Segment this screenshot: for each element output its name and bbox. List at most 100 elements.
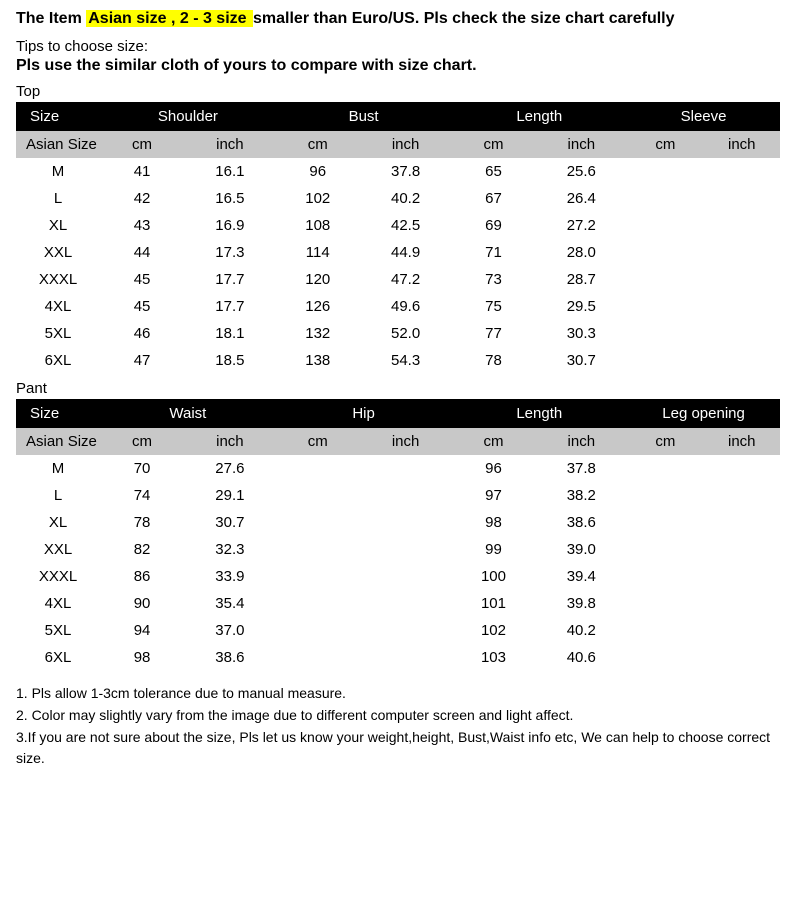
value-cell [360,536,452,563]
size-cell: 5XL [16,320,100,347]
value-cell: 54.3 [360,347,452,374]
size-cell: XXXL [16,266,100,293]
value-cell: 75 [451,293,535,320]
value-cell: 98 [100,644,184,671]
value-cell: 78 [451,347,535,374]
table-header-row: Size Shoulder Bust Length Sleeve [16,102,780,131]
warning-prefix: The Item [16,10,82,27]
value-cell: 100 [451,563,535,590]
table-row: L4216.510240.26726.4 [16,185,780,212]
value-cell: 17.7 [184,293,276,320]
value-cell [276,590,360,617]
table-row: L7429.19738.2 [16,482,780,509]
table-row: 5XL9437.010240.2 [16,617,780,644]
value-cell: 29.5 [535,293,627,320]
value-cell [704,644,780,671]
value-cell: 69 [451,212,535,239]
value-cell: 90 [100,590,184,617]
value-cell: 30.7 [535,347,627,374]
value-cell [627,482,703,509]
table-units-row: Asian Size cm inch cm inch cm inch cm in… [16,131,780,158]
value-cell [704,320,780,347]
value-cell [276,644,360,671]
value-cell: 71 [451,239,535,266]
value-cell [360,563,452,590]
tips-label: Tips to choose size: [16,38,780,55]
value-cell: 77 [451,320,535,347]
unit-cm: cm [276,131,360,158]
value-cell [276,482,360,509]
value-cell [704,509,780,536]
size-cell: XL [16,212,100,239]
table-units-row: Asian Size cm inch cm inch cm inch cm in… [16,428,780,455]
unit-inch: inch [704,428,780,455]
value-cell: 28.7 [535,266,627,293]
value-cell: 27.6 [184,455,276,482]
value-cell [704,482,780,509]
value-cell: 138 [276,347,360,374]
value-cell: 38.2 [535,482,627,509]
value-cell [704,536,780,563]
value-cell [360,644,452,671]
value-cell: 43 [100,212,184,239]
size-cell: L [16,482,100,509]
table-row: 4XL4517.712649.67529.5 [16,293,780,320]
value-cell [704,212,780,239]
value-cell [627,617,703,644]
size-cell: 4XL [16,590,100,617]
value-cell: 39.8 [535,590,627,617]
value-cell: 47.2 [360,266,452,293]
value-cell: 96 [276,158,360,185]
warning-suffix: smaller than Euro/US. Pls check the size… [253,10,675,27]
value-cell: 94 [100,617,184,644]
unit-cm: cm [451,131,535,158]
table-row: XXXL4517.712047.27328.7 [16,266,780,293]
value-cell: 101 [451,590,535,617]
value-cell [704,347,780,374]
size-cell: L [16,185,100,212]
unit-cm: cm [627,428,703,455]
value-cell [360,455,452,482]
size-warning: The Item Asian size , 2 - 3 size smaller… [16,10,780,28]
value-cell: 47 [100,347,184,374]
value-cell: 120 [276,266,360,293]
value-cell [704,266,780,293]
pant-size-table: Size Waist Hip Length Leg opening Asian … [16,399,780,671]
value-cell: 67 [451,185,535,212]
col-hip: Hip [276,399,452,428]
value-cell [627,590,703,617]
size-cell: M [16,455,100,482]
value-cell [704,617,780,644]
value-cell: 33.9 [184,563,276,590]
table-row: 5XL4618.113252.07730.3 [16,320,780,347]
value-cell: 126 [276,293,360,320]
value-cell [276,509,360,536]
unit-inch: inch [184,131,276,158]
value-cell [627,563,703,590]
col-bust: Bust [276,102,452,131]
table-row: 6XL4718.513854.37830.7 [16,347,780,374]
value-cell: 18.1 [184,320,276,347]
value-cell [627,347,703,374]
top-section-label: Top [16,83,780,100]
value-cell [704,563,780,590]
value-cell: 38.6 [184,644,276,671]
value-cell [627,266,703,293]
value-cell: 25.6 [535,158,627,185]
value-cell: 16.5 [184,185,276,212]
value-cell: 103 [451,644,535,671]
value-cell: 28.0 [535,239,627,266]
table-row: XXL4417.311444.97128.0 [16,239,780,266]
value-cell: 30.3 [535,320,627,347]
unit-inch: inch [360,428,452,455]
value-cell: 37.0 [184,617,276,644]
table-row: XXL8232.39939.0 [16,536,780,563]
value-cell: 40.6 [535,644,627,671]
value-cell: 32.3 [184,536,276,563]
value-cell [627,158,703,185]
value-cell: 46 [100,320,184,347]
value-cell: 44 [100,239,184,266]
value-cell: 45 [100,266,184,293]
value-cell [627,455,703,482]
value-cell: 18.5 [184,347,276,374]
